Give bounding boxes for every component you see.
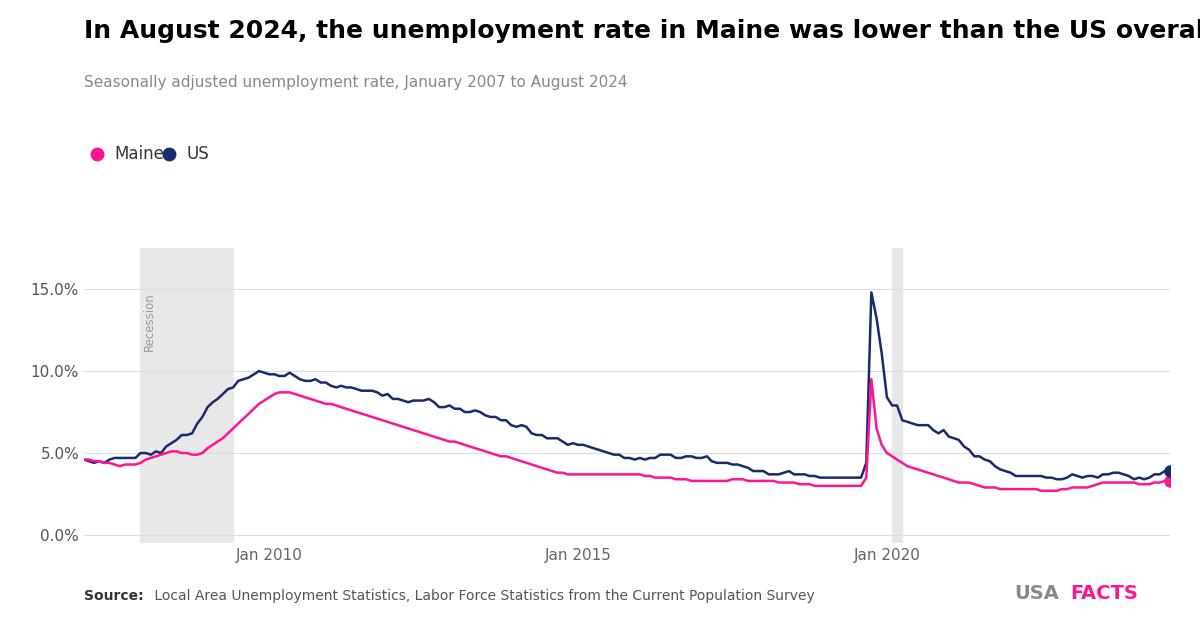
Text: Source:: Source: xyxy=(84,589,144,603)
Text: Maine: Maine xyxy=(114,145,164,163)
Text: Seasonally adjusted unemployment rate, January 2007 to August 2024: Seasonally adjusted unemployment rate, J… xyxy=(84,75,628,90)
Text: In August 2024, the unemployment rate in Maine was lower than the US overall.: In August 2024, the unemployment rate in… xyxy=(84,19,1200,43)
Bar xyxy=(140,248,233,543)
Text: Local Area Unemployment Statistics, Labor Force Statistics from the Current Popu: Local Area Unemployment Statistics, Labo… xyxy=(150,589,815,603)
Text: FACTS: FACTS xyxy=(1070,584,1139,603)
Bar xyxy=(892,248,902,543)
Text: USA: USA xyxy=(1014,584,1058,603)
Text: US: US xyxy=(186,145,209,163)
Text: Recession: Recession xyxy=(143,293,156,351)
